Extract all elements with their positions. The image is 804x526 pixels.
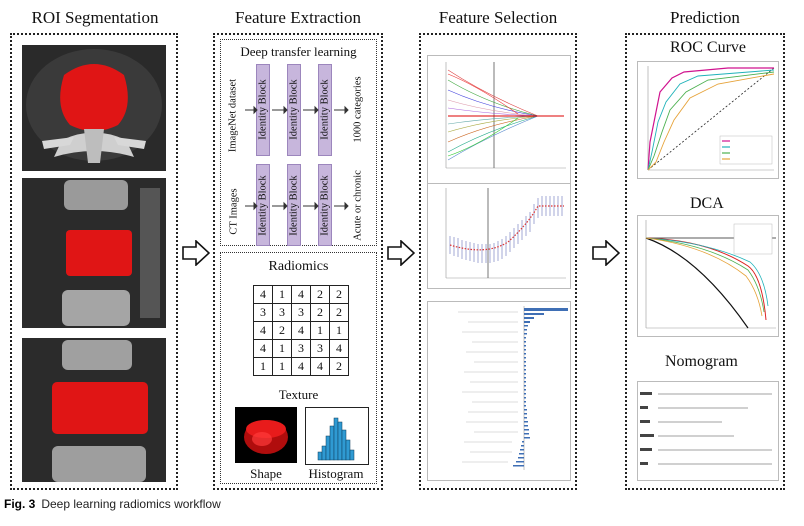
- matrix-cell: 4: [253, 339, 273, 358]
- matrix-cell: 4: [329, 339, 349, 358]
- feature-importance-plot: [427, 301, 571, 481]
- matrix-cell: 1: [272, 285, 292, 304]
- dca-title: DCA: [690, 195, 724, 212]
- matrix-cell: 3: [291, 303, 311, 322]
- nomogram-title: Nomogram: [665, 353, 738, 370]
- sagittal-ct-image-1: [22, 178, 166, 328]
- figure-caption: Fig. 3 Deep learning radiomics workflow: [4, 497, 221, 511]
- matrix-cell: 2: [272, 321, 292, 340]
- feature-selection-panel: [419, 33, 577, 490]
- identity-block: [287, 164, 301, 246]
- identity-block: [318, 164, 332, 246]
- roi-title: ROI Segmentation: [31, 8, 159, 27]
- arrow-icon: [182, 240, 210, 266]
- matrix-cell: 2: [329, 303, 349, 322]
- shape-image: [235, 407, 297, 463]
- matrix-cell: 1: [272, 357, 292, 376]
- matrix-cell: 1: [310, 321, 330, 340]
- lasso-coefficient-plot: [427, 55, 571, 185]
- histogram-label: Histogram: [308, 466, 364, 481]
- matrix-cell: 4: [253, 285, 273, 304]
- radiomics-title: Radiomics: [268, 259, 329, 274]
- matrix-cell: 4: [253, 321, 273, 340]
- roc-curve-title: ROC Curve: [670, 39, 746, 56]
- matrix-cell: 1: [272, 339, 292, 358]
- matrix-cell: 3: [272, 303, 292, 322]
- feature-selection-title: Feature Selection: [438, 8, 558, 27]
- matrix-cell: 4: [291, 321, 311, 340]
- arrow-icon: [592, 240, 620, 266]
- roc-curve-plot: [637, 61, 779, 179]
- dca-plot: [637, 215, 779, 337]
- matrix-cell: 1: [253, 357, 273, 376]
- matrix-cell: 2: [329, 285, 349, 304]
- prediction-title: Prediction: [670, 8, 740, 27]
- flow-arrows: [245, 105, 349, 211]
- nomogram-plot: [637, 381, 779, 481]
- arrow-icon: [387, 240, 415, 266]
- shape-label: Shape: [250, 466, 282, 481]
- deep-transfer-title: Deep transfer learning: [240, 44, 357, 59]
- feature-extraction-title: Feature Extraction: [234, 8, 362, 27]
- matrix-cell: 2: [329, 357, 349, 376]
- matrix-cell: 3: [253, 303, 273, 322]
- matrix-cell: 4: [291, 357, 311, 376]
- figure-caption-text: Deep learning radiomics workflow: [41, 497, 221, 511]
- axial-ct-image: [22, 45, 166, 171]
- lasso-cv-plot: [427, 183, 571, 289]
- roi-panel: [10, 33, 178, 490]
- figure-number: Fig. 3: [4, 497, 36, 511]
- texture-label: Texture: [278, 387, 319, 402]
- feature-extraction-panel: Deep transfer learning ImageNet dataset …: [213, 33, 383, 490]
- prediction-panel: ROC Curve DCA Nomogram: [625, 33, 785, 490]
- matrix-cell: 2: [310, 285, 330, 304]
- matrix-cell: 2: [310, 303, 330, 322]
- matrix-cell: 3: [291, 339, 311, 358]
- matrix-cell: 4: [310, 357, 330, 376]
- matrix-cell: 4: [291, 285, 311, 304]
- matrix-cell: 3: [310, 339, 330, 358]
- deep-transfer-learning-box: Deep transfer learning ImageNet dataset …: [220, 39, 377, 246]
- matrix-cell: 1: [329, 321, 349, 340]
- histogram-chart: [305, 407, 369, 465]
- sagittal-ct-image-2: [22, 338, 166, 482]
